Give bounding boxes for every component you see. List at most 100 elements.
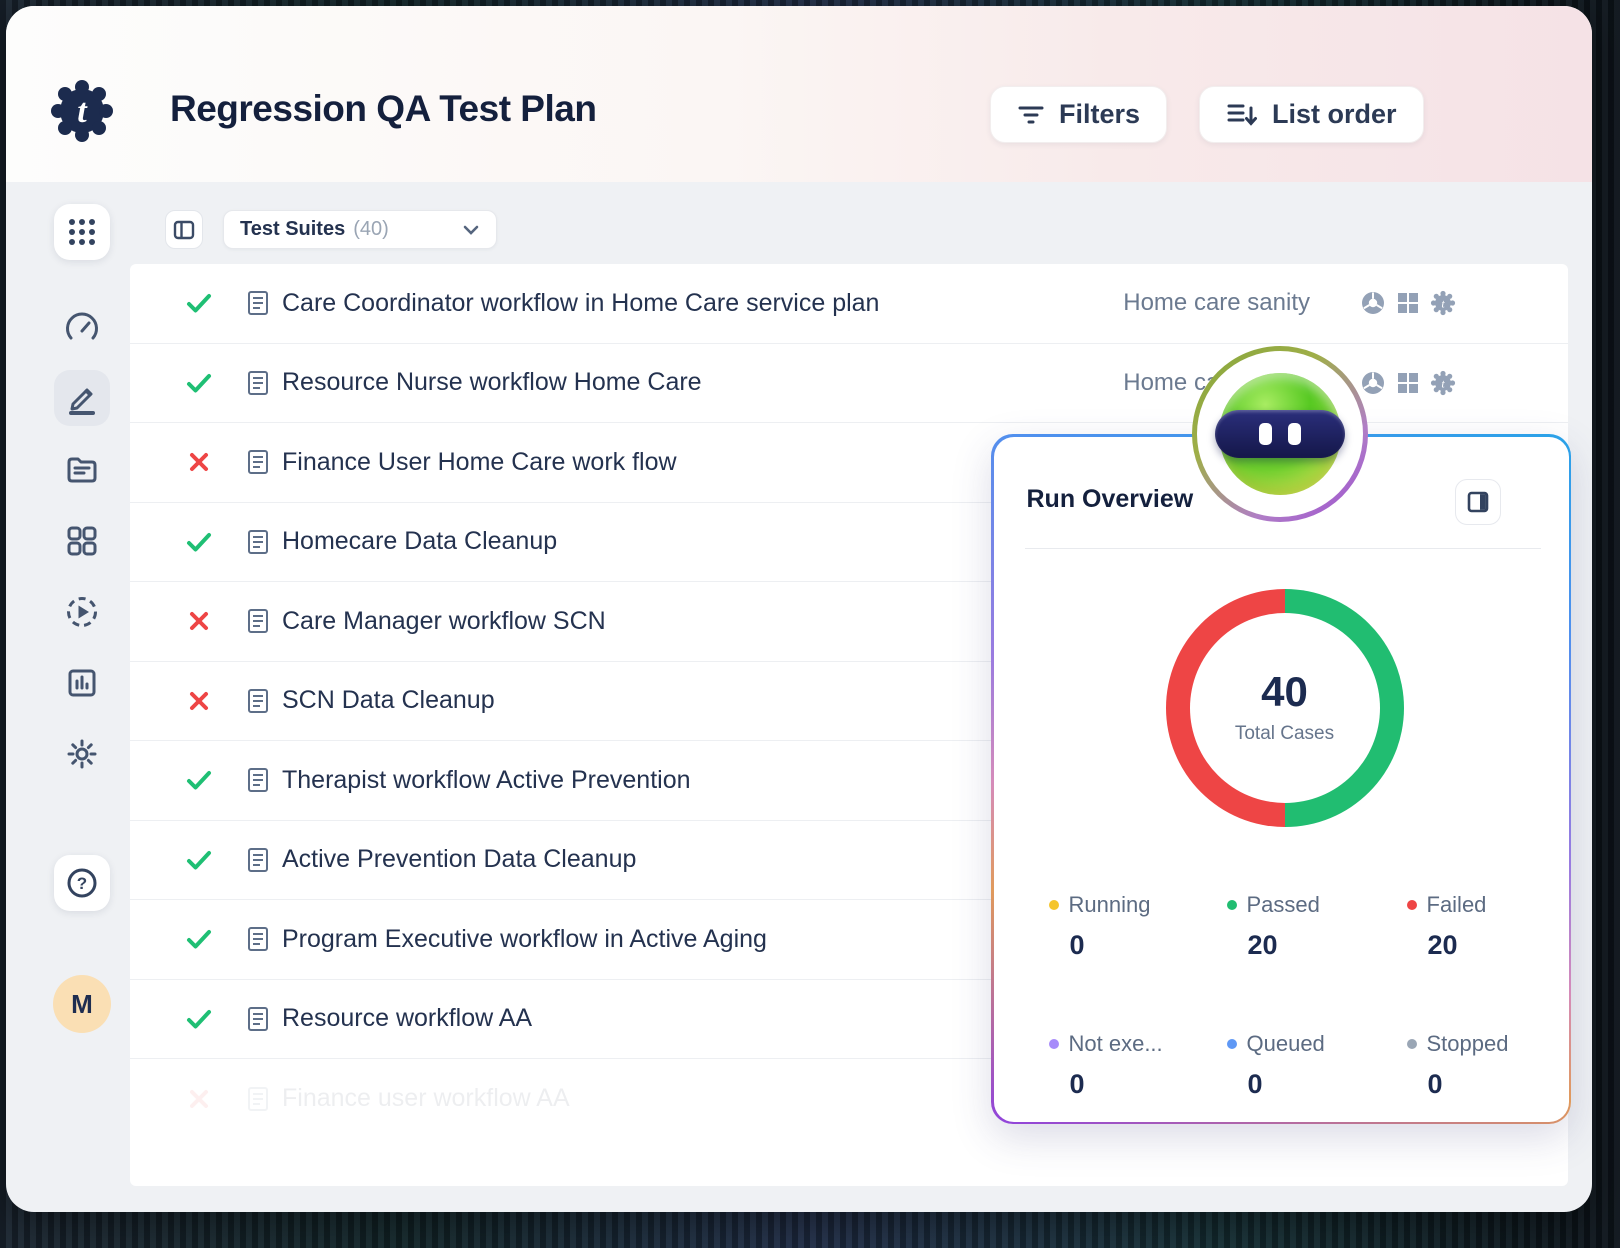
legend-value: 0 [1069,929,1085,960]
sidebar-item-runs[interactable] [60,590,104,634]
sidebar-item-reports[interactable] [60,661,104,705]
failed-cross-icon [186,1088,212,1110]
document-icon [247,449,269,475]
chevron-down-icon [462,224,480,236]
sidebar-item-apps[interactable] [54,204,110,260]
robot-visor-icon [1215,410,1345,458]
test-suite-name: Active Prevention Data Cleanup [282,845,637,874]
legend-label: Not exe... [1068,1030,1163,1056]
legend-label: Stopped [1426,1030,1509,1056]
test-suite-row[interactable]: Care Coordinator workflow in Home Care s… [130,264,1568,344]
list-order-label: List order [1272,99,1397,129]
sidebar-item-components[interactable] [60,519,104,563]
sidebar-item-test-development[interactable] [54,370,110,426]
test-suite-name: Finance User Home Care work flow [282,447,677,476]
test-suite-name: Care Manager workflow SCN [282,606,606,635]
document-icon [247,688,269,714]
testsigma-gear-icon: t [1430,290,1456,316]
test-suite-row-faded[interactable]: Finance user workflow AA [130,1059,1568,1139]
total-cases-label: Total Cases [1234,722,1335,744]
passed-check-icon [186,372,212,394]
passed-check-icon [186,849,212,871]
test-suite-row[interactable]: Program Executive workflow in Active Agi… [130,900,1568,980]
robot-head-icon [1215,373,1345,495]
test-suite-name: Program Executive workflow in Active Agi… [282,924,767,953]
failed-cross-icon [186,451,212,473]
total-cases-value: 40 [1261,667,1308,715]
list-panel-toggle-button[interactable] [165,210,203,249]
svg-text:t: t [77,93,88,130]
sidebar-item-settings[interactable] [60,732,104,776]
not-executed-dot-icon [1048,1038,1059,1049]
settings-gear-icon [64,736,100,772]
run-overview-donut-chart: 40 Total Cases [1165,588,1404,827]
dropdown-count: (40) [353,218,389,240]
failed-dot-icon [1406,899,1417,910]
legend-item-running: Running 0 [1048,891,1227,961]
panel-right-layout-icon [1466,490,1490,514]
test-suite-row[interactable]: Resource workflow AA [130,980,1568,1059]
test-suite-name: Finance user workflow AA [282,1084,570,1113]
failed-cross-icon [186,690,212,712]
test-suite-row[interactable]: SCN Data Cleanup [130,662,1568,741]
test-suites-dropdown[interactable]: Test Suites (40) [223,210,497,249]
legend-label: Failed [1426,891,1487,917]
chrome-icon [1360,290,1386,316]
document-icon [247,1086,269,1112]
passed-check-icon [186,292,212,314]
test-suite-row[interactable]: Finance User Home Care work flow [130,423,1568,503]
legend-item-not-executed: Not exe... 0 [1048,1030,1227,1100]
edit-pencil-icon [64,380,100,416]
document-icon [247,290,269,316]
sidebar-item-dashboard[interactable] [60,306,104,350]
app-logo[interactable]: t [50,79,114,143]
ai-assistant-avatar[interactable] [1192,346,1368,522]
panel-divider [1024,547,1541,549]
filters-button[interactable]: Filters [990,86,1168,143]
sidebar: t [30,6,134,1212]
app-window: t [6,6,1592,1212]
run-overview-panel: Run Overview 40 Total Cases [991,434,1571,1124]
legend-value: 0 [1427,1068,1443,1099]
legend-item-queued: Queued 0 [1226,1030,1407,1100]
legend-item-passed: Passed 20 [1226,891,1407,961]
svg-text:t: t [1441,376,1445,390]
test-suite-row[interactable]: Active Prevention Data Cleanup [130,821,1568,900]
legend-value: 0 [1247,1068,1263,1099]
sidebar-item-projects[interactable] [60,448,104,492]
legend-label: Running [1068,891,1151,917]
passed-check-icon [186,769,212,791]
legend-item-stopped: Stopped 0 [1406,1030,1567,1100]
test-suite-name: Homecare Data Cleanup [282,527,558,556]
document-icon [247,529,269,555]
test-suite-row[interactable]: Homecare Data Cleanup [130,503,1568,582]
svg-text:?: ? [77,874,87,893]
windows-icon [1396,371,1420,395]
run-overview-collapse-button[interactable] [1454,478,1501,525]
avatar-initial: M [71,988,93,1019]
test-suite-name: SCN Data Cleanup [282,686,495,715]
legend-value: 20 [1427,929,1458,960]
svg-text:t: t [1441,297,1445,311]
sidebar-item-help[interactable]: ? [54,855,110,911]
list-order-icon [1226,102,1258,128]
user-avatar[interactable]: M [53,975,111,1033]
document-icon [247,608,269,634]
run-overview-legend: Running 0 Passed 20 Failed 20 Not exe...… [1048,891,1567,1100]
legend-label: Queued [1246,1030,1325,1056]
test-suite-name: Therapist workflow Active Prevention [282,765,691,794]
test-suite-row[interactable]: Care Manager workflow SCN [130,582,1568,662]
sidebar-layout-icon [173,220,195,240]
robot-eye-icon [1259,423,1272,445]
list-order-button[interactable]: List order [1199,86,1424,143]
filter-icon [1017,103,1045,127]
passed-check-icon [186,531,212,553]
legend-label: Passed [1246,891,1320,917]
reports-chart-icon [65,666,99,700]
dashboard-gauge-icon [64,310,100,346]
document-icon [247,767,269,793]
test-suite-row[interactable]: Therapist workflow Active Prevention [130,741,1568,821]
document-icon [247,1006,269,1032]
legend-value: 20 [1247,929,1278,960]
